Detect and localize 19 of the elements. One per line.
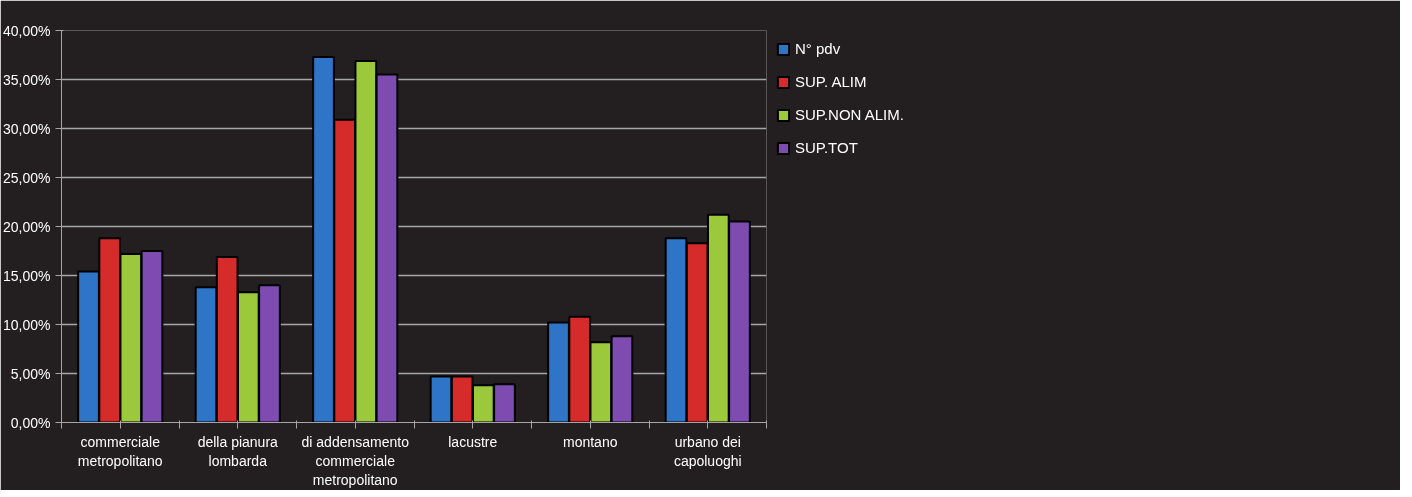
x-tick-label: montano xyxy=(563,433,618,450)
x-tick-label: della pianura lombarda xyxy=(197,433,279,469)
y-tick-label: 10,00% xyxy=(3,316,51,333)
x-tick-label: commerciale metropolitano xyxy=(77,433,163,469)
y-tick-label: 30,00% xyxy=(3,120,51,137)
legend-label: SUP.TOT xyxy=(795,139,858,156)
y-tick-label: 40,00% xyxy=(3,22,51,39)
x-tick-label: lacustre xyxy=(448,433,498,450)
x-tick-label: urbano dei capoluoghi xyxy=(673,433,742,469)
y-tick-label: 0,00% xyxy=(10,414,51,431)
y-tick-label: 25,00% xyxy=(3,169,51,186)
y-tick-label: 20,00% xyxy=(3,218,51,235)
y-tick-label: 15,00% xyxy=(3,267,51,284)
legend-label: N° pdv xyxy=(795,40,841,57)
x-tick-label: di addensamento commerciale metropolitano xyxy=(301,433,410,488)
legend-label: SUP. ALIM xyxy=(795,73,867,90)
y-tick-label: 5,00% xyxy=(10,365,51,382)
legend-label: SUP.NON ALIM. xyxy=(795,106,904,123)
y-tick-label: 35,00% xyxy=(3,71,51,88)
